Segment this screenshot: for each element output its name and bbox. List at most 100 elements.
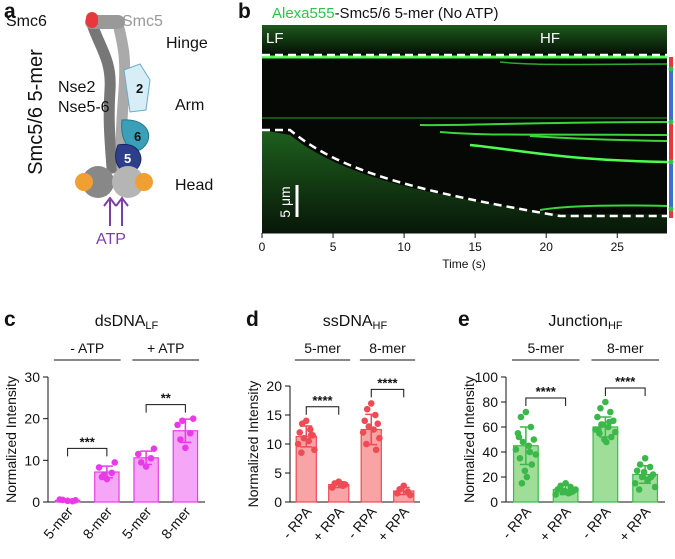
kymo-title: Alexa555-Smc5/6 5-mer (No ATP): [272, 5, 498, 22]
data-point: [647, 473, 655, 481]
x-tick-label: + RPA: [536, 503, 574, 544]
data-point: [361, 417, 369, 425]
y-tick-label: 0: [32, 494, 40, 510]
y-tick-label: 30: [24, 369, 40, 385]
y-tick-label: 0: [490, 494, 498, 510]
data-point: [296, 429, 304, 436]
data-point: [56, 496, 64, 503]
panel-label: e: [458, 308, 470, 331]
x-axis-label: Time (s): [442, 257, 486, 271]
bar: [133, 457, 159, 503]
title-main: ssDNA: [323, 313, 373, 330]
subunit-number: 6: [134, 129, 141, 144]
data-point: [363, 440, 370, 448]
data-point: [294, 440, 302, 448]
title-part: -Smc5/6 5-mer (No ATP): [335, 5, 499, 22]
data-point: [64, 497, 71, 505]
y-tick-label: 5: [274, 465, 282, 481]
data-point: [612, 428, 619, 436]
data-point: [521, 467, 529, 475]
data-point: [307, 432, 315, 439]
significance-bracket: [604, 387, 646, 396]
subunit-number: 5: [124, 151, 131, 166]
group-label: 8-mer: [607, 340, 644, 356]
label-smc6: Smc6: [6, 13, 47, 30]
data-point: [598, 421, 605, 428]
data-point: [607, 408, 614, 416]
group-label: 5-mer: [527, 340, 564, 356]
label-nse2: Nse2: [58, 79, 95, 96]
significance-bracket: [67, 447, 108, 457]
x-tick-label: + RPA: [616, 503, 654, 544]
data-point: [370, 426, 377, 433]
significance-label: **: [161, 391, 172, 406]
data-point: [300, 434, 308, 442]
data-point: [307, 426, 314, 433]
data-point: [605, 423, 612, 431]
chart-title: ssDNAHF: [323, 313, 388, 332]
data-point: [595, 426, 602, 433]
x-tick-label: - RPA: [344, 503, 380, 542]
x-tick-label: 25: [611, 240, 625, 254]
data-point: [111, 459, 119, 466]
y-tick-label: 15: [266, 407, 282, 423]
data-point: [365, 423, 373, 430]
label-nse56: Nse5-6: [58, 99, 110, 116]
region-label: HF: [540, 30, 560, 47]
data-point: [372, 446, 380, 454]
x-tick-label: - RPA: [279, 503, 315, 542]
side-title: Smc5/6 5-mer: [25, 49, 47, 175]
group-label: + ATP: [147, 340, 184, 356]
data-point: [137, 459, 145, 466]
x-tick-label: 20: [540, 240, 554, 254]
chart-title: JunctionHF: [548, 313, 623, 332]
data-point: [636, 461, 644, 468]
y-axis-label: Normalized Intensity: [245, 381, 261, 508]
significance-bracket: [370, 388, 405, 398]
y-tick-label: 80: [482, 394, 498, 410]
significance-bracket: [305, 406, 340, 415]
data-point: [134, 450, 142, 458]
y-axis-label: Normalized Intensity: [3, 376, 19, 503]
scale-bar-label: 5 μm: [277, 186, 293, 217]
significance-label: ***: [80, 434, 96, 449]
x-tick-label: 5: [330, 240, 337, 254]
complex-diagram: 2 6 5: [75, 12, 153, 226]
data-point: [608, 433, 615, 441]
subunit-number: 2: [136, 81, 143, 96]
data-point: [635, 486, 643, 493]
y-tick-label: 0: [274, 494, 282, 510]
data-point: [631, 479, 639, 487]
data-point: [641, 454, 649, 462]
x-tick-label: 10: [397, 240, 411, 254]
y-tick-label: 40: [482, 444, 498, 460]
data-point: [638, 473, 646, 481]
y-tick-label: 20: [482, 469, 498, 485]
data-point: [406, 491, 414, 499]
x-tick-label: + RPA: [374, 503, 412, 544]
panel-label: c: [4, 308, 16, 331]
significance-label: ****: [377, 375, 398, 390]
data-point: [186, 429, 194, 437]
x-tick-label: 5-mer: [40, 503, 76, 542]
x-tick-label: 8-mer: [158, 503, 194, 542]
label-arm: Arm: [175, 97, 204, 114]
data-point: [150, 445, 158, 452]
label-hinge: Hinge: [166, 35, 208, 52]
title-main: dsDNA: [95, 313, 146, 330]
data-point: [602, 398, 609, 406]
title-main: Junction: [548, 313, 608, 330]
data-point: [189, 415, 197, 422]
data-point: [328, 484, 336, 491]
data-point: [177, 436, 184, 443]
x-tick-label: - RPA: [499, 503, 535, 542]
data-point: [603, 438, 610, 446]
title-sub: HF: [373, 320, 388, 332]
data-point: [95, 464, 103, 471]
label-atp: ATP: [96, 231, 126, 248]
data-point: [374, 420, 382, 428]
data-point: [142, 463, 150, 470]
x-tick-label: 15: [468, 240, 482, 254]
data-point: [298, 420, 306, 428]
